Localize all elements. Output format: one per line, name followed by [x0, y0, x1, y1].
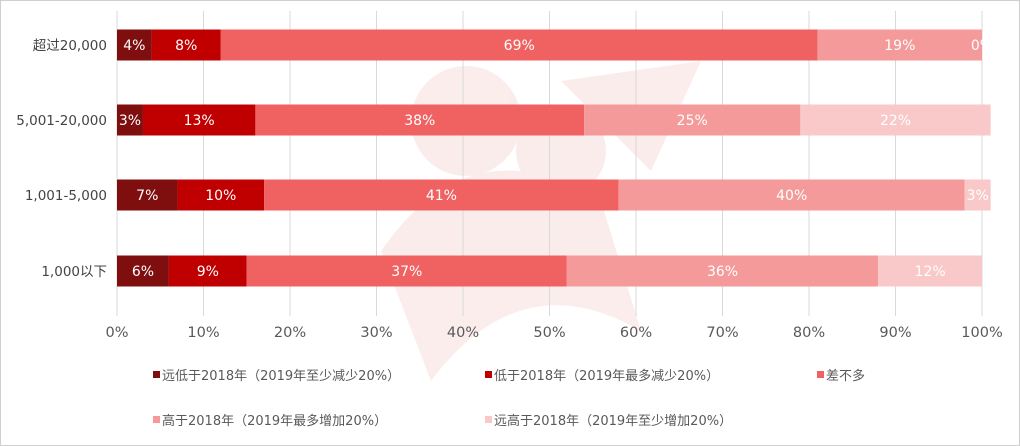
data-label: 6% — [132, 264, 154, 280]
data-label: 38% — [404, 113, 435, 129]
x-tick-label: 70% — [706, 325, 738, 341]
data-label: 41% — [426, 188, 457, 204]
category-label: 1,001-5,000 — [25, 188, 107, 204]
x-tick-label: 0% — [105, 325, 128, 341]
bar-segment — [117, 255, 169, 287]
bar-segment — [964, 179, 991, 211]
bar-segment — [151, 29, 221, 61]
data-label: 22% — [880, 113, 911, 129]
x-tick-label: 90% — [879, 325, 911, 341]
legend-label: 低于2018年（2019年最多减少20%） — [494, 368, 719, 384]
bars — [117, 29, 991, 287]
legend-label: 远低于2018年（2019年至少减少20%） — [162, 369, 400, 384]
data-label: 13% — [184, 113, 215, 129]
data-label: 3% — [119, 113, 141, 129]
data-label: 4% — [123, 38, 145, 54]
legend-swatch — [153, 371, 160, 378]
x-tick-labels: 0% 10% 20% 30% 40% 50% 60% 70% 80% 90% 100% — [105, 325, 1002, 341]
data-label: 69% — [504, 38, 535, 54]
bar-segment — [584, 104, 801, 136]
x-tick-label: 20% — [274, 325, 306, 341]
category-label: 1,000以下 — [41, 264, 107, 280]
data-label: 37% — [391, 264, 422, 280]
bar-segment — [800, 104, 991, 136]
legend-swatch — [485, 371, 492, 378]
data-label: 36% — [707, 264, 738, 280]
x-tick-label: 100% — [961, 325, 1002, 341]
x-tick-label: 50% — [533, 325, 565, 341]
data-label: 19% — [884, 38, 915, 54]
bar-segment — [246, 255, 567, 287]
bar-segment — [220, 29, 818, 61]
data-label: 0% — [971, 38, 993, 54]
legend-label: 远高于2018年（2019年至少增加20%） — [494, 413, 732, 429]
data-label: 3% — [967, 188, 989, 204]
data-label: 25% — [677, 113, 708, 129]
legend-label: 差不多 — [826, 368, 865, 384]
bar-segment — [177, 179, 265, 211]
legend-label: 高于2018年（2019年最多增加20%） — [162, 413, 387, 429]
legend-swatch — [485, 416, 492, 423]
bar-segment — [878, 255, 982, 287]
data-label: 9% — [197, 264, 219, 280]
x-tick-label: 10% — [187, 325, 219, 341]
legend: 远低于2018年（2019年至少减少20%） 低于2018年（2019年最多减少2… — [153, 368, 865, 429]
bar-segment — [264, 179, 619, 211]
x-tick-label: 60% — [620, 325, 652, 341]
data-label: 7% — [136, 188, 158, 204]
x-tick-label: 40% — [447, 325, 479, 341]
bar-segment — [817, 29, 982, 61]
x-tick-label: 30% — [360, 325, 392, 341]
data-label: 10% — [205, 188, 236, 204]
legend-swatch — [153, 416, 160, 423]
x-tick-label: 80% — [793, 325, 825, 341]
bar-segment — [142, 104, 256, 136]
data-label: 8% — [175, 38, 197, 54]
category-label: 5,001-20,000 — [16, 113, 107, 129]
bar-segment — [117, 179, 178, 211]
bar-segment — [618, 179, 965, 211]
data-label: 12% — [915, 264, 946, 280]
data-labels: 4% 8% 69% 19% 0% 3% 13% 38% 25% 22% 7% 10% 41% 40% 3% 6… — [119, 38, 993, 280]
bar-segment — [117, 29, 152, 61]
category-label: 超过20,000 — [33, 38, 107, 54]
bar-segment — [566, 255, 879, 287]
category-labels: 超过20,000 5,001-20,000 1,001-5,000 1,000以下 — [16, 38, 107, 280]
bar-segment — [168, 255, 247, 287]
bar-segment — [117, 104, 143, 136]
legend-swatch — [817, 371, 824, 378]
bar-segment — [255, 104, 585, 136]
data-label: 40% — [776, 188, 807, 204]
